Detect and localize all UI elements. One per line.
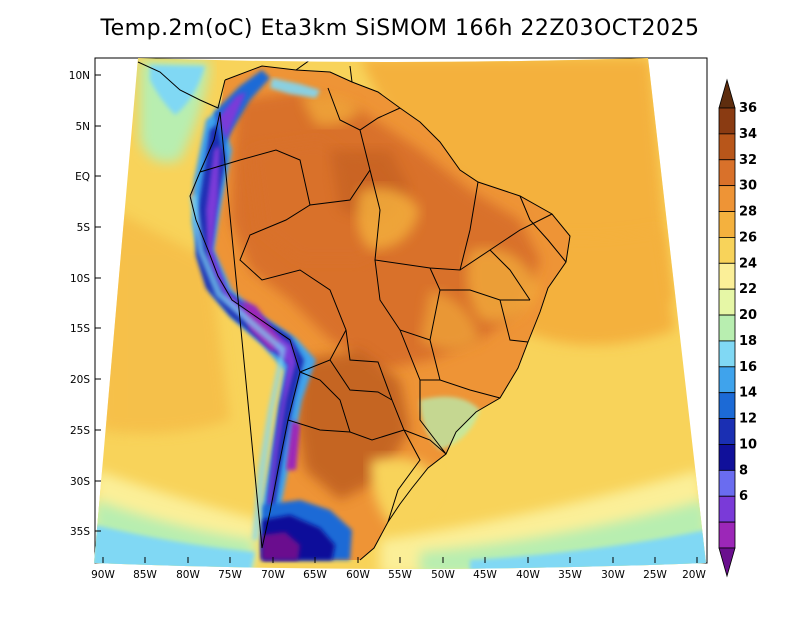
colorbar-label: 28 bbox=[739, 205, 757, 220]
lon-label: 55W bbox=[388, 569, 412, 581]
lat-label: 15S bbox=[70, 323, 90, 335]
colorbar-bin bbox=[718, 521, 736, 549]
lon-label: 35W bbox=[558, 569, 582, 581]
colorbar-bin bbox=[718, 211, 736, 238]
lat-label: 20S bbox=[70, 374, 90, 386]
colorbar-label: 34 bbox=[739, 127, 757, 142]
colorbar-bin bbox=[718, 107, 736, 135]
colorbar-label: 20 bbox=[739, 308, 757, 323]
colorbar-bin bbox=[718, 314, 736, 342]
lat-label: 35S bbox=[70, 526, 90, 538]
lon-label: 80W bbox=[176, 569, 200, 581]
colorbar-bin bbox=[718, 392, 736, 419]
colorbar-bin bbox=[718, 288, 736, 316]
colorbar-label: 30 bbox=[739, 179, 757, 194]
colorbar-label: 26 bbox=[739, 230, 757, 245]
colorbar-bin bbox=[718, 133, 736, 161]
colorbar-label: 24 bbox=[739, 256, 757, 271]
lon-label: 65W bbox=[303, 569, 327, 581]
colorbar-bin bbox=[718, 469, 736, 497]
lat-label: 25S bbox=[70, 425, 90, 437]
lon-label: 20W bbox=[682, 569, 706, 581]
latitude-axis: 10N 5N EQ 5S 10S 15S 20S 25S 30S 35S bbox=[69, 70, 101, 538]
lat-label: 30S bbox=[70, 476, 90, 488]
colorbar-top-arrow bbox=[718, 78, 736, 109]
lon-label: 45W bbox=[473, 569, 497, 581]
colorbar-label: 14 bbox=[739, 386, 757, 401]
colorbar: 36 34 32 30 28 26 24 22 20 18 16 14 12 10 8 6 bbox=[718, 78, 757, 578]
colorbar-label: 12 bbox=[739, 412, 757, 427]
longitude-axis: 90W 85W 80W 75W 70W 65W 60W 55W 50W 45W … bbox=[91, 557, 706, 581]
lon-label: 60W bbox=[346, 569, 370, 581]
boundaries bbox=[137, 59, 571, 561]
colorbar-bin bbox=[718, 340, 736, 368]
lon-label: 25W bbox=[643, 569, 667, 581]
colorbar-bottom-arrow bbox=[718, 547, 736, 578]
lon-label: 50W bbox=[431, 569, 455, 581]
colorbar-label: 8 bbox=[739, 463, 748, 478]
colorbar-label: 6 bbox=[739, 489, 748, 504]
colorbar-bin bbox=[718, 418, 736, 445]
lat-label: 10S bbox=[70, 273, 90, 285]
colorbar-label: 18 bbox=[739, 334, 757, 349]
colorbar-label: 10 bbox=[739, 437, 757, 452]
lon-label: 30W bbox=[601, 569, 625, 581]
colorbar-label: 16 bbox=[739, 360, 757, 375]
lat-label: 5S bbox=[77, 222, 91, 234]
colorbar-bin bbox=[718, 495, 736, 523]
colorbar-bin bbox=[718, 185, 736, 212]
colorbar-label: 36 bbox=[739, 101, 757, 116]
map-title: Temp.2m(oC) Eta3km SiSMOM 166h 22Z03OCT2… bbox=[100, 16, 700, 41]
colorbar-bin bbox=[718, 444, 736, 471]
colorbar-label: 22 bbox=[739, 282, 757, 297]
lon-label: 75W bbox=[218, 569, 242, 581]
colorbar-label: 32 bbox=[739, 153, 757, 168]
lat-label: 5N bbox=[75, 121, 90, 133]
lon-label: 90W bbox=[91, 569, 115, 581]
temperature-field bbox=[94, 58, 706, 569]
colorbar-bin bbox=[718, 262, 736, 290]
lon-label: 70W bbox=[261, 569, 285, 581]
lon-label: 40W bbox=[516, 569, 540, 581]
lat-label: EQ bbox=[75, 171, 90, 183]
colorbar-bin bbox=[718, 366, 736, 394]
colorbar-bin bbox=[718, 159, 736, 187]
lat-label: 10N bbox=[69, 70, 90, 82]
lon-label: 85W bbox=[133, 569, 157, 581]
colorbar-bin bbox=[718, 237, 736, 264]
